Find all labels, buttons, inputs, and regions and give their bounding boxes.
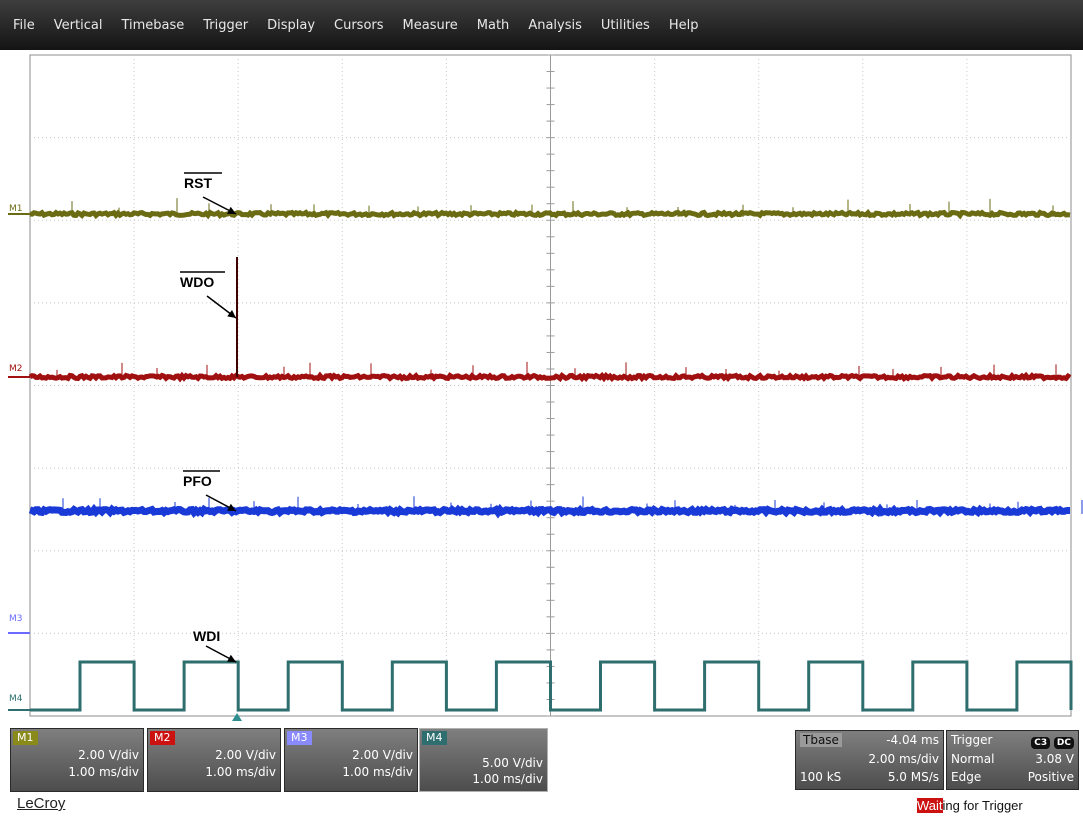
waveform-traces [8, 198, 1083, 712]
annotation-arrows [202, 196, 237, 663]
volts-per-div-m3: 2.00 V/div [352, 748, 413, 762]
trigger-source-badge: C3 [1031, 737, 1051, 749]
pfo-arrow-head [227, 503, 236, 511]
timebase-delay: -4.04 ms [886, 733, 939, 747]
time-per-div-m1: 1.00 ms/div [68, 765, 139, 779]
trace-pfo [28, 503, 1070, 519]
channel-tag-m2: M2 [150, 731, 175, 745]
trigger-source-group: C3 DC [1031, 734, 1074, 749]
status-highlight: Wait [917, 798, 943, 813]
channel-box-m1[interactable]: M1 2.00 V/div 1.00 ms/div [10, 728, 144, 792]
trigger-slope: Positive [1027, 770, 1074, 784]
status-text: ing for Trigger [942, 798, 1023, 813]
timebase-per-div: 2.00 ms/div [868, 752, 939, 766]
annotation-wdo: WDO [180, 274, 214, 290]
channel-tag-m1: M1 [13, 731, 38, 745]
trigger-level: 3.08 V [1035, 752, 1074, 766]
menu-analysis[interactable]: Analysis [528, 17, 582, 33]
annotation-pfo: PFO [183, 473, 212, 489]
acquisition-status: Waiting for Trigger [917, 798, 1023, 813]
annotation-rst: RST [184, 175, 212, 191]
channel-box-m3[interactable]: M3 2.00 V/div 1.00 ms/div [284, 728, 418, 792]
wdi-arrow-head [227, 654, 236, 662]
volts-per-div-m4: 5.00 V/div [482, 756, 543, 770]
volts-per-div-m1: 2.00 V/div [78, 748, 139, 762]
channel-tag-m4: M4 [422, 731, 447, 745]
volts-per-div-m2: 2.00 V/div [215, 748, 276, 762]
wdo-arrow-head [227, 309, 236, 318]
timebase-label: Tbase [800, 733, 842, 747]
menu-timebase[interactable]: Timebase [121, 17, 185, 33]
menu-math[interactable]: Math [476, 17, 510, 33]
trigger-position-marker[interactable] [232, 713, 242, 721]
trace-m2-wdo [28, 371, 1072, 383]
menu-cursors[interactable]: Cursors [334, 17, 384, 33]
m1-ground-label: M1 [9, 204, 23, 214]
menu-bar: File Vertical Timebase Trigger Display C… [0, 0, 1083, 50]
trigger-coupling-badge: DC [1053, 737, 1074, 749]
time-per-div-m4: 1.00 ms/div [472, 772, 543, 786]
m2-ground-label: M2 [9, 364, 23, 374]
menu-measure[interactable]: Measure [402, 17, 458, 33]
trigger-type: Edge [951, 770, 982, 784]
menu-utilities[interactable]: Utilities [600, 17, 650, 33]
time-per-div-m3: 1.00 ms/div [342, 765, 413, 779]
timebase-samples: 100 kS [800, 770, 842, 784]
trigger-label: Trigger [951, 733, 993, 747]
waveform-display[interactable]: RST WDO PFO WDI [0, 50, 1083, 722]
menu-help[interactable]: Help [668, 17, 699, 33]
annotation-wdi: WDI [193, 628, 220, 644]
m4-ground-label: M4 [9, 694, 23, 704]
menu-vertical[interactable]: Vertical [53, 17, 103, 33]
graticule [29, 54, 1072, 717]
brand-logo: LeCroy [17, 795, 66, 812]
time-per-div-m2: 1.00 ms/div [205, 765, 276, 779]
trace-m1-rst [29, 209, 1071, 220]
trace-m4-wdi [30, 660, 1073, 712]
m3-ground-label: M3 [9, 614, 23, 624]
menu-display[interactable]: Display [267, 17, 316, 33]
channel-tag-m3: M3 [287, 731, 312, 745]
channel-box-m2[interactable]: M2 2.00 V/div 1.00 ms/div [147, 728, 281, 792]
trigger-box[interactable]: Trigger C3 DC Normal 3.08 V Edge Positiv… [946, 730, 1079, 790]
menu-file[interactable]: File [13, 17, 35, 33]
rst-arrow-head [227, 206, 236, 214]
trigger-mode: Normal [951, 752, 995, 766]
channel-box-m4[interactable]: M4 5.00 V/div 1.00 ms/div [419, 728, 548, 792]
timebase-sample-rate: 5.0 MS/s [887, 770, 939, 784]
timebase-box[interactable]: Tbase -4.04 ms 2.00 ms/div 100 kS 5.0 MS… [795, 730, 944, 790]
menu-trigger[interactable]: Trigger [203, 17, 249, 33]
